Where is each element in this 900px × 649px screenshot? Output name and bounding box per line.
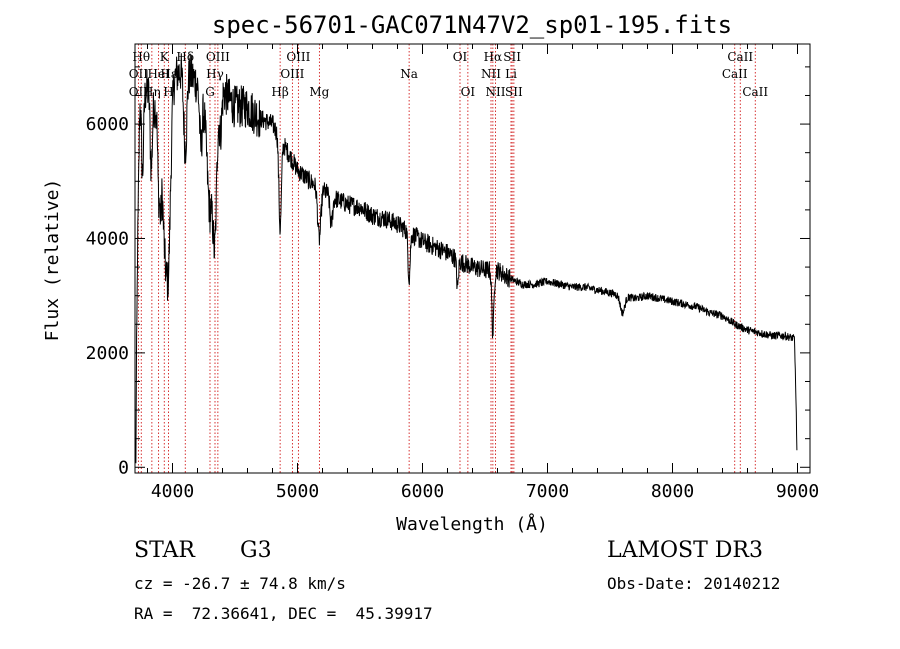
line-label: Hβ (271, 85, 288, 99)
y-tick-label: 0 (118, 457, 129, 478)
x-axis-ticks: 4000 5000 6000 7000 8000 9000 (147, 44, 819, 502)
line-label: OIII (206, 50, 230, 64)
survey-name: LAMOST DR3 (607, 538, 763, 563)
y-axis-label: Flux (relative) (42, 179, 63, 342)
line-label: OII (129, 85, 149, 99)
chart-title: spec-56701-GAC071N47V2_sp01-195.fits (212, 11, 732, 39)
coordinates: RA = 72.36641, DEC = 45.39917 (134, 604, 433, 623)
line-label: Hθ (132, 50, 150, 64)
x-axis-label: Wavelength (Å) (396, 513, 548, 535)
line-label: CaII (722, 67, 748, 81)
line-label: HeI (147, 67, 170, 81)
line-label: CaII (727, 50, 753, 64)
x-tick-label: 8000 (651, 481, 694, 502)
line-label: SII (505, 85, 523, 99)
line-label: SII (503, 50, 521, 64)
x-tick-label: 6000 (401, 481, 444, 502)
line-label: Mg (309, 85, 329, 99)
subclass: G3 (240, 538, 272, 563)
observation-date: Obs-Date: 20140212 (607, 574, 781, 593)
line-label: H (163, 85, 173, 99)
x-tick-label: 9000 (776, 481, 819, 502)
line-label: NII (486, 85, 506, 99)
y-axis-ticks: 0 2000 4000 6000 (86, 66, 810, 478)
line-label: OI (453, 50, 468, 64)
line-label: Hγ (206, 67, 224, 81)
line-label: OII (129, 67, 149, 81)
line-label: OIII (280, 67, 304, 81)
line-label: OI (461, 85, 476, 99)
x-tick-label: 4000 (151, 481, 194, 502)
line-label: CaII (742, 85, 768, 99)
line-label: NII (481, 67, 501, 81)
line-label: Hα (484, 50, 503, 64)
line-label: OIII (286, 50, 310, 64)
redshift-velocity: cz = -26.7 ± 74.8 km/s (134, 574, 346, 593)
x-tick-label: 7000 (526, 481, 569, 502)
line-label: Li (505, 67, 517, 81)
object-class: STAR (134, 538, 195, 563)
y-tick-label: 2000 (86, 343, 129, 364)
line-label: Na (400, 67, 418, 81)
y-tick-label: 6000 (86, 114, 129, 135)
spectral-line-markers (137, 44, 756, 473)
spectrum-line (135, 53, 798, 464)
line-label: G (205, 85, 215, 99)
y-tick-label: 4000 (86, 228, 129, 249)
x-tick-label: 5000 (276, 481, 319, 502)
line-label: Hη (143, 85, 161, 99)
line-label: K (160, 50, 170, 64)
